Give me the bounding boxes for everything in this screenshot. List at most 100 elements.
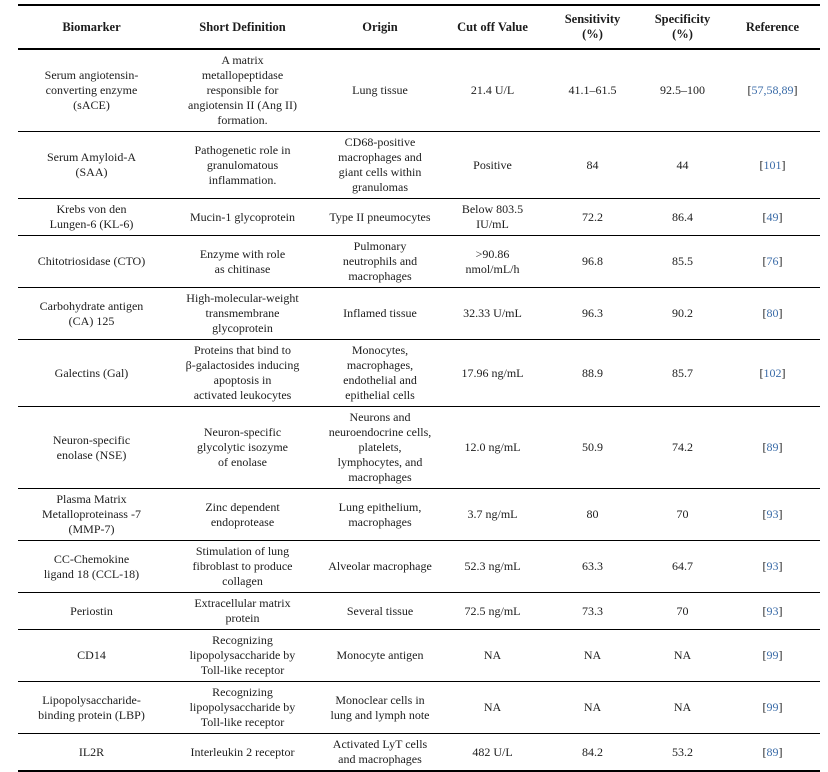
citation-link[interactable]: 93 [766,507,779,521]
table-body: Serum angiotensin- converting enzyme (sA… [18,49,820,771]
cell-origin: Lung epithelium, macrophages [338,499,422,529]
cell-specificity: NA [673,700,692,714]
cell-specificity: 53.2 [672,744,693,759]
citation-link[interactable]: 49 [766,209,779,224]
citation-bracket-open: [ [747,83,752,97]
cell-reference: [93] [725,541,820,593]
cell-biomarker: Serum Amyloid-A (SAA) [47,150,136,179]
citation-link[interactable]: 93 [766,559,779,573]
table-header: Biomarker Short Definition Origin Cut off V… [18,5,820,49]
cell-reference: [99] [725,682,820,734]
column-header: Origin [362,19,398,34]
table-row: Neuron-specific enolase (NSE) Neuron-spec… [18,407,820,489]
cell-sensitivity: 50.9 [582,440,603,454]
cell-sensitivity: 41.1–61.5 [568,83,617,97]
cell-biomarker: Krebs von den Lungen-6 (KL-6) [49,202,134,231]
cell-reference: [80] [725,288,820,340]
cell-specificity: 90.2 [672,306,693,320]
column-header: Cut off Value [457,19,528,34]
cell-cutoff-value: 72.5 ng/mL [464,603,521,618]
citation-bracket-close: ] [778,209,783,224]
citation-link[interactable]: 99 [766,648,779,662]
cell-cutoff-value: 52.3 ng/mL [464,559,521,573]
cell-origin: Monocyte antigen [336,648,424,662]
citation-bracket-close: ] [778,254,783,268]
cell-specificity: 85.7 [672,365,693,380]
citation-bracket-close: ] [778,440,783,454]
citation-bracket-open: [ [762,209,767,224]
citation-bracket-close: ] [781,157,786,172]
citation-link[interactable]: 89 [766,744,779,759]
cell-specificity: 64.7 [672,559,693,573]
cell-biomarker: Plasma Matrix Metalloproteinass -7 (MMP-… [42,492,141,536]
table-row: Serum Amyloid-A (SAA) Pathogenetic role i… [18,132,820,199]
cell-origin: Lung tissue [352,83,408,97]
column-header: Reference [745,19,800,34]
citation-bracket-open: [ [762,440,767,454]
citation-link[interactable]: 80 [766,306,779,320]
citation-bracket-open: [ [759,365,764,380]
cell-short-definition: Interleukin 2 receptor [190,744,295,759]
cell-cutoff-value: NA [483,700,502,714]
cell-reference: [93] [725,593,820,630]
cell-origin: Alveolar macrophage [328,559,432,573]
column-header: Biomarker [62,19,121,34]
table-row: Lipopolysaccharide- binding protein (LBP… [18,682,820,734]
cell-cutoff-value: NA [483,648,502,662]
cell-specificity: 85.5 [672,254,693,268]
citation-bracket-close: ] [778,559,783,573]
document-page: Biomarker Short Definition Origin Cut off V… [18,4,820,772]
cell-reference: [89] [725,407,820,489]
citation-link[interactable]: 93 [766,603,779,618]
citation-link[interactable]: 101 [763,157,782,172]
cell-biomarker: CD14 [77,648,106,662]
cell-specificity: 44 [676,157,689,172]
table-row: IL2R Interleukin 2 receptor Activated LyT … [18,734,820,772]
cell-biomarker: Neuron-specific enolase (NSE) [52,432,131,462]
table-row: CD14 Recognizing lipopolysaccharide by To… [18,630,820,682]
cell-origin: Pulmonary neutrophils and macrophages [342,239,418,283]
cell-sensitivity: 96.8 [582,254,603,268]
cell-origin: Several tissue [346,603,414,618]
citation-bracket-open: [ [762,559,767,573]
cell-short-definition: Pathogenetic role in granulomatous infla… [194,142,291,187]
cell-reference: [93] [725,489,820,541]
cell-reference: [49] [725,199,820,236]
cell-reference: [57,58,89] [725,49,820,132]
cell-reference: [89] [725,734,820,772]
cell-cutoff-value: Below 803.5 IU/mL [461,202,524,231]
cell-sensitivity: 96.3 [582,306,603,320]
cell-reference: [101] [725,132,820,199]
cell-biomarker: CC-Chemokine ligand 18 (CCL-18) [43,551,140,581]
table-row: CC-Chemokine ligand 18 (CCL-18) Stimulati… [18,541,820,593]
column-header: Sensitivity (%) [564,12,621,41]
cell-origin: Monoclear cells in lung and lymph note [330,692,430,722]
table-row: Carbohydrate antigen (CA) 125 High-molecu… [18,288,820,340]
cell-short-definition: Enzyme with role as chitinase [199,246,286,276]
cell-reference: [102] [725,340,820,407]
column-header: Short Definition [199,19,286,34]
citation-link[interactable]: 57,58,89 [751,83,794,97]
cell-cutoff-value: >90.86 nmol/mL/h [465,246,520,276]
cell-biomarker: Serum angiotensin- converting enzyme (sA… [44,68,139,112]
biomarker-table: Biomarker Short Definition Origin Cut off V… [18,4,820,772]
cell-sensitivity: NA [583,700,602,714]
citation-link[interactable]: 76 [766,254,779,268]
citation-link[interactable]: 89 [766,440,779,454]
cell-short-definition: A matrix metallopeptidase responsible fo… [188,53,297,127]
cell-sensitivity: 63.3 [582,559,603,573]
cell-sensitivity: 88.9 [582,365,603,380]
cell-short-definition: Proteins that bind to β-galactosides ind… [185,343,300,402]
cell-short-definition: Extracellular matrix protein [194,596,291,625]
citation-bracket-open: [ [762,648,767,662]
cell-short-definition: Zinc dependent endoprotease [205,499,280,529]
citation-bracket-close: ] [778,603,783,618]
cell-short-definition: High-molecular-weight transmembrane glyc… [186,291,299,335]
table-row: Serum angiotensin- converting enzyme (sA… [18,49,820,132]
citation-link[interactable]: 99 [766,700,779,714]
cell-cutoff-value: 21.4 U/L [470,83,515,97]
citation-link[interactable]: 102 [763,365,782,380]
citation-bracket-close: ] [778,648,783,662]
cell-biomarker: Lipopolysaccharide- binding protein (LBP… [38,692,145,722]
citation-bracket-close: ] [778,306,783,320]
